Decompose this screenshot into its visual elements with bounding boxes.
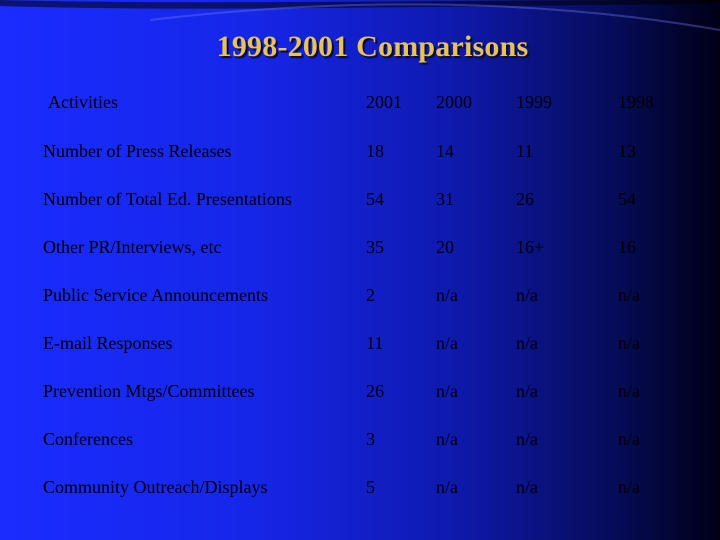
- row-value-2000: 14: [436, 141, 454, 161]
- row-value-1999: n/a: [516, 429, 538, 449]
- row-label: Conferences: [43, 429, 133, 449]
- row-value-1999: n/a: [516, 333, 538, 353]
- row-value-2000: n/a: [436, 285, 458, 305]
- row-value-2000: n/a: [436, 381, 458, 401]
- row-value-1998: n/a: [618, 429, 640, 449]
- row-value-2001: 26: [366, 381, 384, 401]
- row-label: Public Service Announcements: [43, 285, 268, 305]
- row-value-1998: n/a: [618, 381, 640, 401]
- row-value-2000: n/a: [436, 429, 458, 449]
- row-value-2001: 2: [366, 285, 375, 305]
- row-label: E-mail Responses: [43, 333, 173, 353]
- row-value-1999: n/a: [516, 285, 538, 305]
- row-value-1998: n/a: [618, 285, 640, 305]
- row-value-1998: n/a: [618, 477, 640, 497]
- header-1998: 1998: [618, 92, 654, 112]
- row-value-1999: 16+: [516, 237, 545, 257]
- row-value-1999: 26: [516, 189, 534, 209]
- row-value-2001: 5: [366, 477, 375, 497]
- row-value-1998: 54: [618, 189, 636, 209]
- row-value-2000: n/a: [436, 477, 458, 497]
- row-value-2001: 54: [366, 189, 384, 209]
- row-value-2000: n/a: [436, 333, 458, 353]
- row-value-1998: 16: [618, 237, 636, 257]
- header-2000: 2000: [436, 92, 472, 112]
- row-value-1999: n/a: [516, 477, 538, 497]
- slide-title: 1998-2001 Comparisons: [216, 30, 529, 63]
- row-value-1998: n/a: [618, 333, 640, 353]
- row-value-2000: 20: [436, 237, 454, 257]
- header-1999: 1999: [516, 92, 552, 112]
- row-value-2001: 35: [366, 237, 384, 257]
- row-value-1999: n/a: [516, 381, 538, 401]
- row-value-1998: 13: [618, 141, 636, 161]
- row-label: Other PR/Interviews, etc: [43, 237, 222, 257]
- row-label: Number of Total Ed. Presentations: [43, 189, 292, 209]
- row-value-2001: 3: [366, 429, 375, 449]
- row-label: Community Outreach/Displays: [43, 477, 268, 497]
- header-2001: 2001: [366, 92, 402, 112]
- row-value-2001: 18: [366, 141, 384, 161]
- row-value-2000: 31: [436, 189, 454, 209]
- header-activities: Activities: [48, 92, 118, 112]
- row-label: Number of Press Releases: [43, 141, 232, 161]
- row-value-2001: 11: [366, 333, 384, 353]
- row-value-1999: 11: [516, 141, 534, 161]
- row-label: Prevention Mtgs/Committees: [43, 381, 255, 401]
